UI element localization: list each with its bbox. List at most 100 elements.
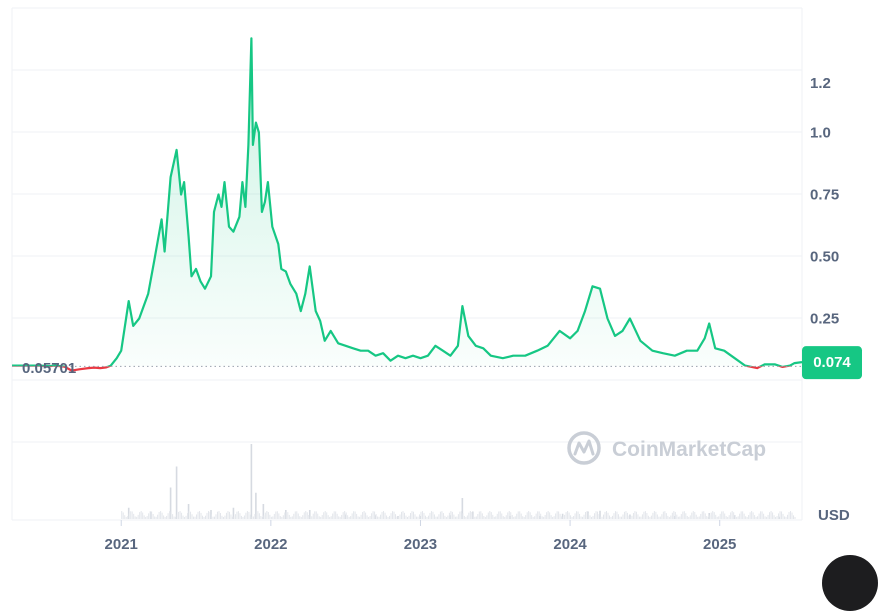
volume-bar: [635, 511, 637, 519]
volume-bar: [757, 516, 759, 519]
volume-bar: [193, 516, 195, 519]
volume-bar: [258, 513, 260, 519]
volume-bar: [179, 511, 181, 519]
volume-bar: [631, 515, 633, 519]
volume-bar: [381, 511, 383, 519]
volume-bar: [281, 516, 283, 519]
volume-bar: [208, 511, 210, 519]
volume-bar: [228, 511, 230, 519]
volume-bar: [573, 516, 575, 519]
volume-bar: [324, 511, 326, 519]
volume-bar: [598, 514, 600, 519]
volume-bar: [190, 511, 192, 519]
volume-bar: [429, 512, 431, 519]
current-price-badge: 0.074: [802, 346, 862, 380]
volume-bar: [463, 515, 465, 519]
volume-bar: [734, 514, 736, 519]
volume-bar: [267, 512, 269, 519]
volume-bar: [291, 516, 293, 519]
volume-bar: [175, 466, 178, 519]
volume-bar: [688, 516, 690, 519]
volume-bar: [219, 513, 221, 519]
volume-bar: [517, 511, 519, 519]
volume-bar: [356, 513, 358, 519]
volume-bar: [710, 512, 712, 519]
volume-bar: [508, 511, 510, 519]
volume-bar: [305, 511, 307, 519]
volume-bar: [309, 516, 311, 519]
volume-bar: [191, 514, 193, 519]
volume-bar: [137, 514, 139, 519]
volume-bar: [451, 511, 453, 519]
volume-bar: [781, 511, 783, 519]
volume-bar: [541, 516, 543, 519]
volume-bar: [674, 511, 676, 519]
volume-bar: [263, 515, 265, 519]
volume-bar: [583, 514, 585, 519]
volume-bar: [246, 511, 248, 519]
volume-bar: [543, 516, 545, 519]
volume-bar: [620, 516, 622, 519]
volume-bar: [498, 511, 500, 519]
volume-bar: [499, 511, 501, 519]
volume-bar: [456, 516, 458, 519]
volume-bar: [155, 516, 157, 519]
volume-bar: [326, 512, 328, 519]
volume-bar: [339, 516, 341, 519]
volume-bar: [649, 516, 651, 519]
volume-bar: [453, 514, 455, 519]
volume-bar: [466, 515, 468, 519]
volume-bar: [740, 511, 742, 519]
volume-bar: [549, 512, 551, 519]
volume-bar: [481, 513, 483, 519]
volume-bar: [285, 511, 287, 519]
volume-bar: [667, 515, 669, 519]
volume-bar: [125, 516, 127, 519]
volume-bar: [264, 512, 266, 519]
volume-bar: [213, 516, 215, 519]
volume-bar: [154, 516, 156, 519]
volume-bar: [311, 516, 313, 519]
volume-bar: [377, 516, 379, 519]
volume-bar: [742, 511, 744, 519]
coinmarketcap-logo-icon: [567, 431, 601, 465]
volume-bar: [695, 514, 697, 519]
volume-bar: [505, 515, 507, 519]
currency-label[interactable]: USD: [818, 507, 850, 524]
volume-bar: [350, 516, 352, 519]
volume-bar: [392, 511, 394, 519]
volume-bar: [140, 511, 142, 519]
volume-bar: [591, 516, 593, 519]
volume-bar: [386, 515, 388, 519]
volume-bar: [588, 512, 590, 519]
volume-bar: [414, 514, 416, 519]
volume-bar: [131, 511, 133, 519]
volume-bar: [567, 511, 569, 519]
volume-bar: [475, 516, 477, 519]
volume-bar: [438, 514, 440, 519]
volume-bar: [685, 513, 687, 519]
volume-bar: [250, 444, 253, 519]
volume-bar: [501, 513, 503, 519]
volume-bar: [299, 516, 301, 519]
volume-bar: [333, 511, 335, 519]
volume-bar: [312, 513, 314, 519]
volume-bar: [445, 516, 447, 519]
volume-bar: [556, 511, 558, 519]
volume-bar: [461, 498, 464, 519]
volume-bar: [520, 513, 522, 519]
volume-bar: [249, 514, 251, 519]
volume-bar: [647, 515, 649, 519]
volume-bar: [794, 516, 796, 519]
volume-bar: [227, 511, 229, 519]
volume-bar: [405, 515, 407, 519]
volume-bar: [608, 515, 610, 519]
volume-bar: [538, 511, 540, 519]
floating-action-button[interactable]: [822, 555, 878, 611]
y-tick-label: 0.50: [810, 249, 839, 266]
volume-bar: [658, 516, 660, 519]
volume-bar: [559, 513, 561, 519]
volume-bar: [196, 514, 198, 519]
price-chart[interactable]: 1.21.00.750.500.25 2021 2022 2023 2024 2025 …: [0, 0, 882, 567]
volume-bar: [686, 515, 688, 519]
